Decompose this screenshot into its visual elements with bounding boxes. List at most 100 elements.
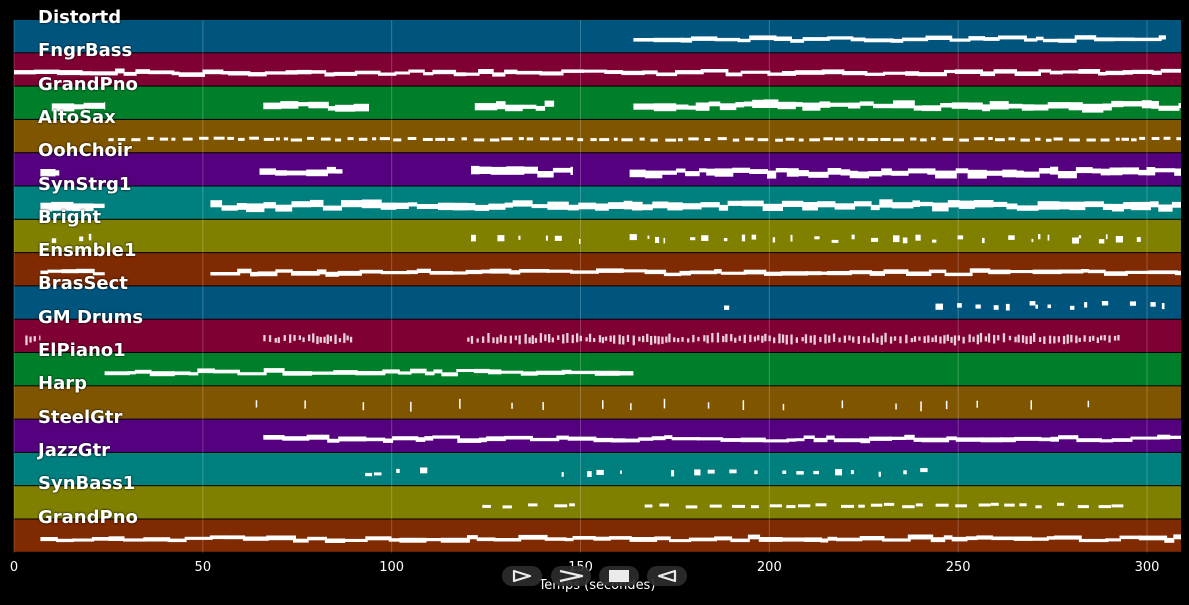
note <box>904 434 915 440</box>
note <box>587 471 592 477</box>
note <box>83 102 105 109</box>
note <box>275 137 280 141</box>
note <box>1121 137 1129 141</box>
note <box>944 69 957 74</box>
note <box>604 70 624 74</box>
note <box>796 471 804 475</box>
note <box>338 338 342 343</box>
note <box>263 137 274 141</box>
note <box>707 469 715 474</box>
play-button[interactable] <box>502 566 542 586</box>
note <box>263 335 266 342</box>
note <box>422 138 433 141</box>
note <box>346 335 349 341</box>
note <box>1131 69 1154 74</box>
note <box>957 235 964 240</box>
note <box>1054 535 1082 540</box>
note <box>786 505 796 509</box>
note <box>1078 69 1101 74</box>
note <box>899 336 902 344</box>
note <box>148 70 175 75</box>
note <box>983 37 1000 41</box>
note <box>213 136 225 140</box>
note <box>407 137 417 140</box>
note <box>835 137 844 141</box>
note <box>1176 137 1181 141</box>
track-notes <box>104 368 634 377</box>
note <box>202 69 224 75</box>
note <box>335 138 342 142</box>
note <box>88 233 92 241</box>
note <box>925 35 953 40</box>
track-lane-background <box>14 452 1181 486</box>
track-lane <box>14 186 1181 219</box>
note <box>1070 334 1073 343</box>
rewind-button[interactable] <box>647 566 687 586</box>
note <box>467 535 478 540</box>
note <box>737 38 751 43</box>
note <box>1002 169 1017 178</box>
note <box>955 437 984 442</box>
note <box>928 269 947 274</box>
note <box>90 71 118 76</box>
note <box>564 537 574 542</box>
note <box>795 438 805 442</box>
note <box>349 336 353 343</box>
note <box>579 335 582 342</box>
track-notes <box>40 165 1181 179</box>
note <box>324 72 335 77</box>
note <box>1013 536 1033 541</box>
note <box>307 536 327 541</box>
note <box>1105 538 1121 542</box>
note <box>1069 138 1080 142</box>
note <box>921 105 942 112</box>
note <box>1082 103 1104 113</box>
note <box>943 335 946 344</box>
track-lane-background <box>14 86 1181 119</box>
note <box>1158 204 1173 212</box>
note <box>585 337 588 342</box>
note <box>602 400 604 409</box>
note <box>848 137 853 141</box>
note <box>781 334 785 343</box>
note <box>493 538 522 542</box>
note <box>758 537 783 542</box>
note <box>277 337 280 343</box>
note <box>480 269 491 274</box>
note <box>594 370 620 376</box>
track-lane <box>14 153 1181 186</box>
note <box>878 471 881 477</box>
note <box>618 334 621 345</box>
note <box>1171 201 1181 208</box>
note <box>905 71 920 76</box>
note <box>1069 201 1086 211</box>
note <box>1102 203 1113 210</box>
note <box>813 437 828 443</box>
note <box>320 137 331 141</box>
note <box>236 203 247 210</box>
note <box>343 538 368 542</box>
note <box>750 505 759 509</box>
track-lane <box>14 53 1181 86</box>
note <box>335 104 355 112</box>
note <box>889 436 906 440</box>
note <box>992 201 1008 207</box>
note <box>917 72 947 77</box>
note <box>644 170 663 179</box>
note <box>968 36 985 41</box>
note <box>1109 167 1123 176</box>
fast-forward-button[interactable] <box>551 566 591 586</box>
note <box>184 536 213 540</box>
note <box>518 335 521 345</box>
note <box>248 72 267 77</box>
note <box>1008 270 1036 274</box>
note <box>749 169 768 174</box>
stop-button[interactable] <box>599 566 639 586</box>
note <box>131 138 141 142</box>
note <box>416 268 431 273</box>
note <box>467 337 470 342</box>
note <box>893 336 897 341</box>
note <box>361 199 382 209</box>
note <box>870 503 883 507</box>
note <box>530 437 560 442</box>
